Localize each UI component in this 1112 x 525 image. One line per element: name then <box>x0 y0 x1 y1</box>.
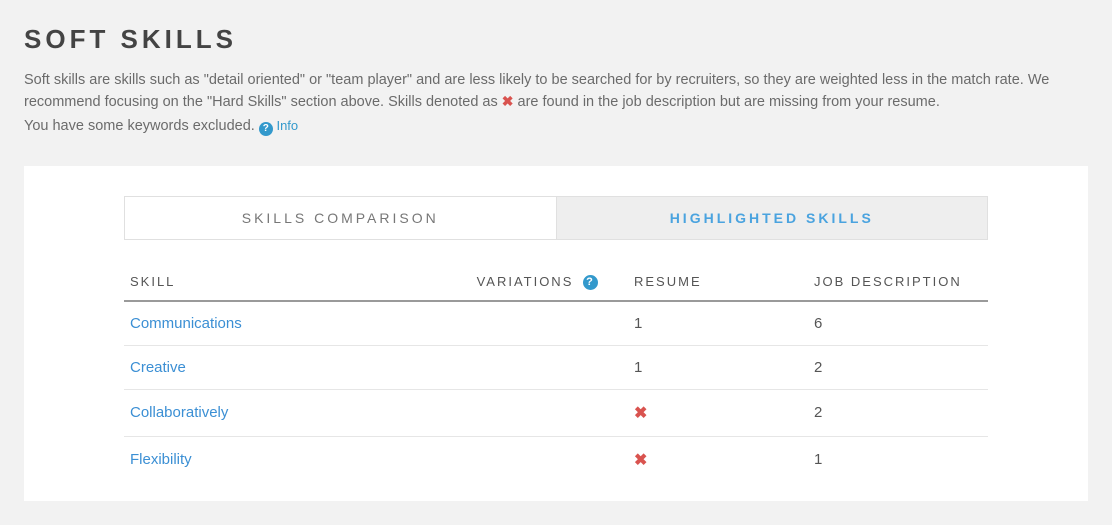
missing-icon: ✖ <box>634 405 647 422</box>
col-skill: SKILL <box>124 266 448 301</box>
table-row: Flexibility ✖ 1 <box>124 436 988 483</box>
cell-jd: 2 <box>808 345 988 389</box>
missing-icon: ✖ <box>634 452 647 469</box>
skill-link[interactable]: Flexibility <box>130 451 192 468</box>
help-icon: ? <box>259 122 273 136</box>
excluded-text: You have some keywords excluded. <box>24 118 255 134</box>
cell-variations <box>448 389 628 436</box>
page-title: SOFT SKILLS <box>24 24 1088 55</box>
skills-table: SKILL VARIATIONS ? RESUME JOB DESCRIPTIO… <box>124 266 988 483</box>
skills-tbody: Communications16Creative12Collaborativel… <box>124 301 988 483</box>
tab-skills-comparison[interactable]: SKILLS COMPARISON <box>125 197 557 239</box>
cell-resume: ✖ <box>628 389 808 436</box>
skill-link[interactable]: Creative <box>130 359 186 376</box>
col-variations: VARIATIONS ? <box>448 266 628 301</box>
missing-icon: ✖ <box>502 93 514 109</box>
cell-variations <box>448 345 628 389</box>
cell-variations <box>448 436 628 483</box>
info-link[interactable]: ? Info <box>259 118 298 133</box>
tab-highlighted-skills[interactable]: HIGHLIGHTED SKILLS <box>557 197 988 239</box>
cell-jd: 6 <box>808 301 988 346</box>
intro-text-b: are found in the job description but are… <box>518 94 940 110</box>
table-row: Collaboratively ✖ 2 <box>124 389 988 436</box>
cell-jd: 1 <box>808 436 988 483</box>
table-row: Communications 16 <box>124 301 988 346</box>
col-jd: JOB DESCRIPTION <box>808 266 988 301</box>
skills-panel: SKILLS COMPARISON HIGHLIGHTED SKILLS SKI… <box>24 166 1088 501</box>
tab-bar: SKILLS COMPARISON HIGHLIGHTED SKILLS <box>124 196 988 240</box>
cell-resume: ✖ <box>628 436 808 483</box>
cell-resume: 1 <box>628 301 808 346</box>
col-variations-label: VARIATIONS <box>477 274 574 289</box>
cell-jd: 2 <box>808 389 988 436</box>
info-label: Info <box>276 118 298 133</box>
skill-link[interactable]: Collaboratively <box>130 404 228 421</box>
intro-paragraph: Soft skills are skills such as "detail o… <box>24 69 1088 114</box>
excluded-line: You have some keywords excluded. ? Info <box>24 118 1088 136</box>
skill-link[interactable]: Communications <box>130 315 242 332</box>
cell-variations <box>448 301 628 346</box>
table-row: Creative 12 <box>124 345 988 389</box>
cell-resume: 1 <box>628 345 808 389</box>
col-resume: RESUME <box>628 266 808 301</box>
help-icon[interactable]: ? <box>583 275 598 290</box>
